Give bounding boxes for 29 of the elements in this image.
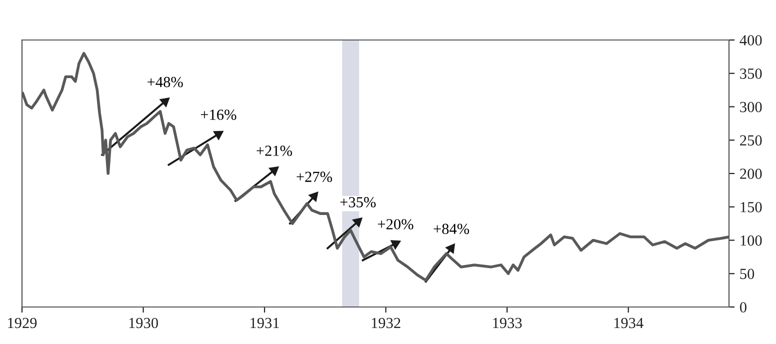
annotation: +21% xyxy=(256,146,292,156)
point xyxy=(213,130,224,140)
y-tick-label: 400 xyxy=(740,35,762,46)
x-tick-label: 1932 xyxy=(372,318,400,328)
x-tick-label: 1930 xyxy=(129,318,158,328)
point xyxy=(446,244,455,254)
point xyxy=(308,192,318,202)
y-tick-label: 50 xyxy=(740,268,754,280)
annotation: +16% xyxy=(200,110,236,120)
annotation: +20% xyxy=(378,219,414,230)
y-tick-label: 300 xyxy=(740,102,762,112)
point xyxy=(269,166,279,176)
y-tick-label: 100 xyxy=(740,235,762,246)
y-tick-label: 200 xyxy=(740,168,762,179)
x-tick-label: 1933 xyxy=(493,318,522,328)
point xyxy=(160,98,170,107)
annotation: +35% xyxy=(340,197,376,208)
y-tick-label: 0 xyxy=(740,302,746,312)
annotation: +84% xyxy=(434,224,470,234)
annotation: +48% xyxy=(148,76,183,88)
y-tick-label: 250 xyxy=(740,135,762,146)
y-tick-label: 150 xyxy=(740,202,762,212)
annotation: +27% xyxy=(296,172,332,182)
x-tick-label: 1934 xyxy=(614,318,644,328)
x-tick-label: 1929 xyxy=(8,318,37,328)
point xyxy=(390,240,401,250)
y-tick-label: 350 xyxy=(740,68,762,79)
x-tick-label: 1931 xyxy=(250,318,279,328)
point xyxy=(352,218,362,228)
